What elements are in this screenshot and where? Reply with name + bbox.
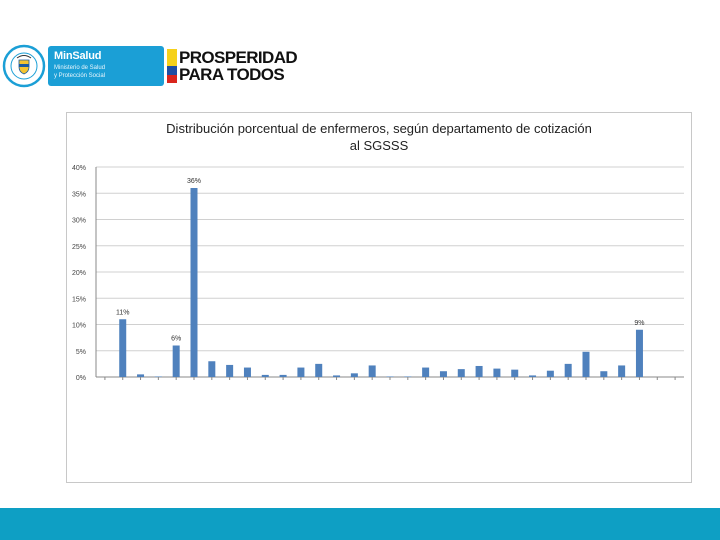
bar: [386, 376, 394, 377]
y-tick-label: 40%: [72, 165, 86, 172]
bar: [546, 370, 554, 377]
bar: [600, 371, 608, 377]
bar: [493, 368, 501, 377]
bar: [475, 365, 483, 377]
data-label: 36%: [187, 178, 201, 185]
bar: [137, 374, 145, 377]
minsalud-subtitle-2: y Protección Social: [54, 73, 106, 79]
bar: [261, 374, 269, 377]
y-tick-label: 20%: [72, 270, 86, 277]
bar: [618, 365, 626, 377]
bar: [154, 376, 162, 377]
bar: [439, 371, 447, 377]
data-label: 11%: [116, 309, 130, 316]
y-tick-label: 30%: [72, 218, 86, 225]
bar: [529, 375, 537, 377]
minsalud-subtitle-1: Ministerio de Salud: [54, 65, 106, 71]
y-tick-label: 10%: [72, 323, 86, 330]
y-tick-label: 0%: [76, 375, 86, 382]
y-tick-label: 35%: [72, 191, 86, 198]
bar: [422, 367, 430, 377]
bar: [564, 363, 572, 377]
bar: [297, 367, 305, 377]
prosperidad-logo: PROSPERIDAD PARA TODOS: [167, 49, 307, 85]
bar: [582, 351, 590, 377]
bar: [333, 375, 341, 377]
y-tick-label: 25%: [72, 244, 86, 251]
data-label: 6%: [171, 336, 181, 343]
prosperidad-line2: PARA TODOS: [179, 65, 285, 84]
chart-title-line1: Distribución porcentual de enfermeros, s…: [166, 121, 592, 136]
minsalud-name: MinSalud: [54, 50, 102, 62]
y-tick-label: 15%: [72, 296, 86, 303]
ministry-seal-logo: [2, 44, 46, 88]
footer-bar: [0, 508, 720, 540]
chart-title: Distribución porcentual de enfermeros, s…: [66, 120, 692, 154]
chart-frame: [66, 112, 692, 483]
bar: [243, 367, 251, 377]
bar: [404, 376, 412, 377]
bar: [226, 364, 234, 377]
bar: [350, 373, 358, 377]
bar: [457, 369, 465, 377]
bar: [208, 361, 216, 377]
bar: [315, 363, 323, 377]
chart-title-line2: al SGSSS: [349, 138, 409, 153]
minsalud-logo: MinSalud Ministerio de Salud y Protecció…: [48, 46, 164, 86]
prosperidad-line1: PROSPERIDAD: [179, 48, 298, 67]
bar: [368, 365, 376, 377]
bar: [119, 319, 127, 377]
bar: [190, 188, 198, 377]
data-label: 9%: [634, 320, 644, 327]
bar: [279, 374, 287, 377]
colombia-flag-icon: [167, 49, 177, 83]
bar: [511, 369, 519, 377]
bar: [635, 329, 643, 377]
y-tick-label: 5%: [76, 349, 86, 356]
bar: [172, 345, 180, 377]
